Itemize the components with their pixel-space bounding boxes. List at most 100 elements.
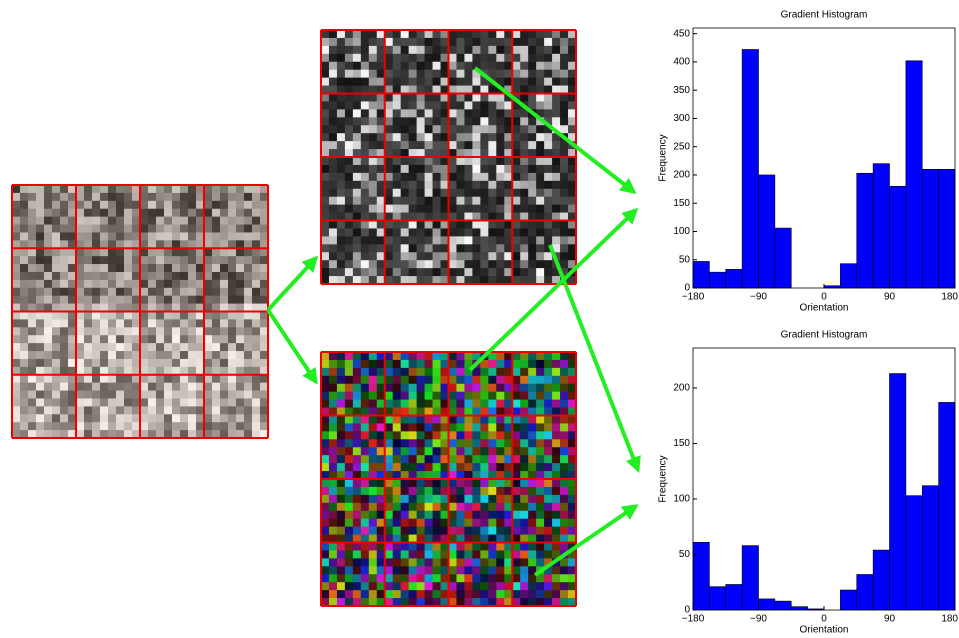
pixel [456, 511, 464, 519]
pixel [449, 503, 457, 511]
pixel [361, 189, 369, 197]
pixel [456, 221, 464, 229]
pixel [236, 272, 245, 280]
pixel [536, 197, 544, 205]
pixel [552, 566, 560, 574]
pixel [156, 375, 165, 383]
pixel [329, 197, 337, 205]
pixel [520, 368, 528, 376]
pixel [345, 582, 353, 590]
pixel [361, 125, 369, 133]
pixel [44, 264, 53, 272]
pixel [417, 173, 425, 181]
pixel [488, 117, 496, 125]
pixel [385, 252, 393, 260]
pixel [140, 225, 149, 233]
pixel [172, 201, 181, 209]
pixel [76, 312, 85, 320]
pixel [560, 495, 568, 503]
pixel [76, 256, 85, 264]
pixel [52, 414, 61, 422]
pixel [92, 225, 101, 233]
pixel [100, 335, 109, 343]
pixel [321, 479, 329, 487]
pixel [92, 327, 101, 335]
pixel [488, 173, 496, 181]
pixel [393, 54, 401, 62]
pixel [385, 133, 393, 141]
pixel [172, 422, 181, 430]
pixel [100, 312, 109, 320]
pixel [433, 228, 441, 236]
pixel [353, 141, 361, 149]
pixel [496, 416, 504, 424]
pixel [409, 181, 417, 189]
pixel [44, 375, 53, 383]
pixel [28, 414, 37, 422]
pixel [401, 527, 409, 535]
pixel [560, 117, 568, 125]
pixel [409, 558, 417, 566]
pixel [536, 519, 544, 527]
pixel [60, 383, 69, 391]
pixel [449, 479, 457, 487]
pixel [409, 439, 417, 447]
pixel [425, 384, 433, 392]
pixel [20, 193, 29, 201]
pixel [236, 232, 245, 240]
pixel [512, 38, 520, 46]
pixel [100, 264, 109, 272]
pixel [108, 383, 117, 391]
pixel [449, 487, 457, 495]
pixel [44, 209, 53, 217]
bar [840, 590, 856, 610]
pixel [536, 527, 544, 535]
pixel [528, 479, 536, 487]
pixel [417, 252, 425, 260]
pixel [204, 209, 213, 217]
pixel [156, 391, 165, 399]
pixel [409, 205, 417, 213]
pixel [353, 46, 361, 54]
pixel [164, 383, 173, 391]
pixel [472, 558, 480, 566]
pixel [401, 62, 409, 70]
pixel [76, 296, 85, 304]
pixel [488, 582, 496, 590]
pixel [520, 221, 528, 229]
pixel [337, 400, 345, 408]
pixel [520, 78, 528, 86]
pixel [369, 205, 377, 213]
pixel [528, 189, 536, 197]
pixel [337, 205, 345, 213]
pixel [456, 109, 464, 117]
pixel [480, 527, 488, 535]
pixel [52, 375, 61, 383]
y-tick-label: 350 [673, 85, 690, 96]
pixel [321, 189, 329, 197]
pixel [108, 296, 117, 304]
pixel [337, 236, 345, 244]
pixel [496, 268, 504, 276]
pixel [456, 455, 464, 463]
pixel [560, 479, 568, 487]
pixel [369, 455, 377, 463]
pixel [345, 392, 353, 400]
pixel [180, 225, 189, 233]
pixel [456, 268, 464, 276]
pixel [409, 228, 417, 236]
pixel [401, 228, 409, 236]
pixel [12, 414, 21, 422]
pixel [337, 181, 345, 189]
pixel [337, 574, 345, 582]
pixel [28, 319, 37, 327]
pixel [164, 296, 173, 304]
pixel [464, 495, 472, 503]
pixel [456, 165, 464, 173]
pixel [393, 94, 401, 102]
pixel [528, 125, 536, 133]
pixel [100, 296, 109, 304]
pixel [108, 256, 117, 264]
pixel [84, 422, 93, 430]
pixel [528, 244, 536, 252]
